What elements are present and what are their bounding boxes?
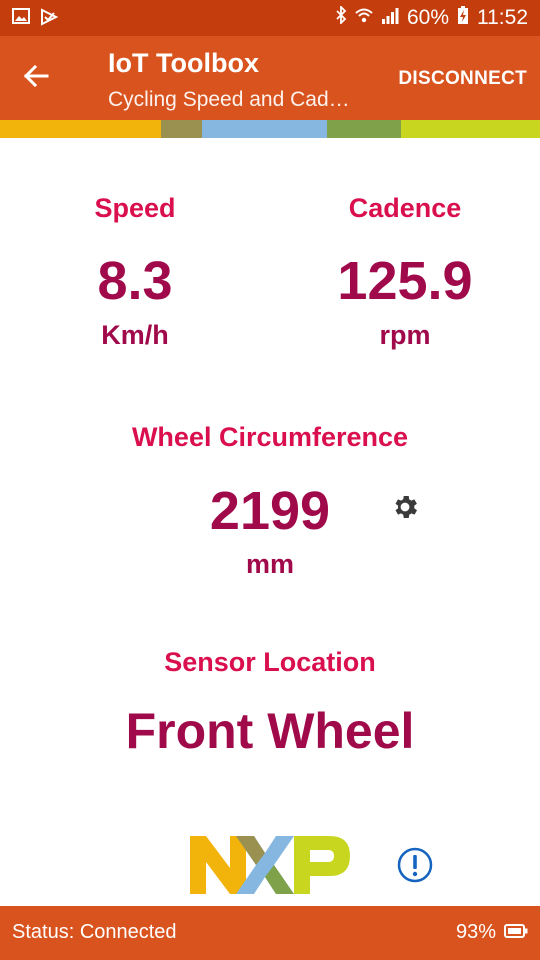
battery-percent: 60%: [406, 6, 449, 29]
nxp-logo: [190, 836, 350, 894]
check-send-icon: [40, 8, 59, 31]
speed-label: Speed: [94, 193, 176, 223]
clock: 11:52: [477, 6, 528, 29]
device-battery-percent: 93%: [455, 921, 496, 943]
sensor-location-label: Sensor Location: [164, 647, 376, 677]
wheel-settings-button[interactable]: [390, 492, 420, 522]
app-bar: IoT Toolbox Cycling Speed and Cad… DISCO…: [0, 36, 540, 120]
sensor-location-value: Front Wheel: [125, 703, 415, 759]
speed-value: 8.3: [97, 251, 173, 311]
color-strip-segment: [327, 120, 401, 138]
image-icon: [12, 8, 30, 31]
brand-color-strip: [0, 120, 540, 138]
disconnect-button[interactable]: DISCONNECT: [398, 68, 527, 89]
cadence-label: Cadence: [348, 193, 462, 223]
app-title: IoT Toolbox: [108, 48, 259, 78]
bluetooth-icon: [335, 4, 347, 30]
cadence-unit: rpm: [379, 320, 431, 350]
speed-unit: Km/h: [101, 320, 169, 350]
system-status-bar: 60% 11:52: [0, 0, 540, 36]
connection-status: Status: Connected: [12, 921, 177, 943]
color-strip-segment: [161, 120, 202, 138]
signal-icon: [381, 6, 399, 30]
app-subtitle: Cycling Speed and Cad…: [108, 88, 350, 111]
battery-charging-icon: [457, 5, 469, 31]
back-button[interactable]: [16, 60, 56, 96]
cadence-value: 125.9: [337, 251, 473, 311]
color-strip-segment: [401, 120, 540, 138]
gear-icon: [390, 496, 420, 526]
color-strip-segment: [202, 120, 327, 138]
wheel-circumference-label: Wheel Circumference: [131, 422, 409, 452]
battery-icon: [504, 921, 528, 944]
exclamation-circle-icon: [397, 847, 433, 887]
wheel-circumference-value: 2199: [209, 481, 331, 541]
status-footer: Status: Connected 93%: [0, 906, 540, 960]
info-button[interactable]: [397, 847, 433, 883]
wheel-circumference-unit: mm: [245, 549, 294, 579]
color-strip-segment: [0, 120, 161, 138]
arrow-left-icon: [23, 64, 49, 93]
wifi-icon: [355, 6, 373, 30]
